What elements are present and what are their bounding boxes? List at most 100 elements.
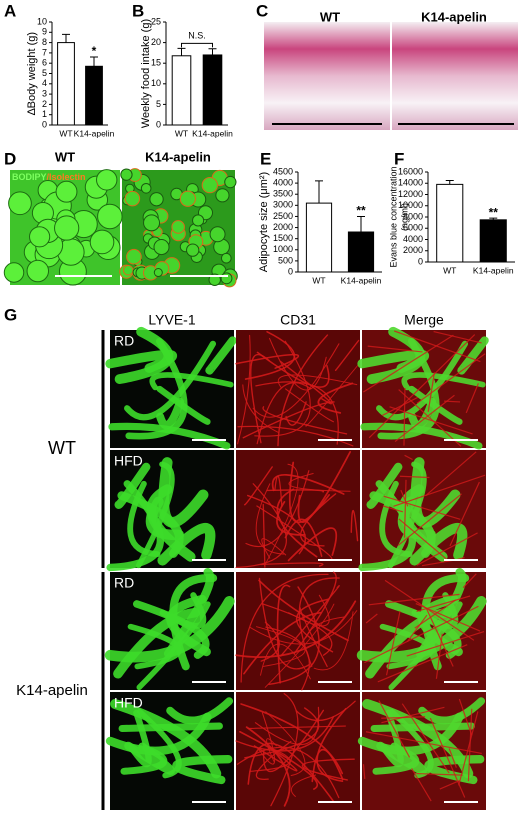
panel-label: E [260,149,271,168]
vessel [414,599,456,629]
vessel [377,337,440,440]
y-axis-label: Adipocyte size (μm²) [258,172,270,272]
vessel [384,579,475,641]
y-tick-label: 2 [42,99,47,109]
vessel [239,730,319,790]
vessel [163,568,215,658]
vessel [401,703,450,774]
vessel [262,603,333,656]
y-tick-label: 12000 [398,189,423,199]
vessel [365,613,378,624]
y-tick-label: 1 [42,109,47,119]
vessel [127,480,161,558]
vessel [383,495,461,520]
y-tick-label: 0 [42,119,47,129]
x-tick-label: K14-apelin [473,265,514,275]
vessel [255,381,339,445]
adipocyte [3,262,25,283]
adipocyte [153,239,170,256]
x-tick-label: WT [312,275,325,285]
vessel [377,644,468,683]
vessel [237,334,251,445]
vessel [408,385,463,425]
image-label: K14-apelin [145,149,211,164]
vessel [411,768,432,802]
vessel [249,610,358,645]
vessel [261,538,287,559]
y-tick-label: 6 [42,58,47,68]
error-bar [445,179,454,185]
vessel [370,722,475,733]
image-label: K14-apelin [421,9,487,24]
vessel [462,573,477,589]
bar [305,202,333,273]
vessel [253,745,298,772]
stain-label: BODIPY [12,172,47,182]
adipocyte [140,182,152,194]
bar [171,55,192,126]
y-tick-label: 14000 [398,178,423,188]
significance-label: ** [489,205,499,219]
vessel [379,480,413,558]
vessel [240,703,344,775]
vessel [277,334,329,447]
row-label: RD [114,575,134,591]
vessel [252,343,340,418]
vessel [311,748,344,783]
vessel [367,345,423,353]
y-axis-label: ∆Body weight (g) [26,32,38,115]
row-label: HFD [114,453,143,469]
vessel [298,577,340,667]
vessel [254,706,320,746]
vessel [247,725,347,730]
significance-label: N.S. [188,31,206,41]
vessel [415,568,467,658]
vessel [418,697,486,725]
adipocyte [179,190,196,207]
vessel [169,574,218,671]
vessel [244,330,296,380]
vessel [256,382,312,445]
vessel [235,483,287,569]
vessel [458,711,479,786]
vessel [285,388,334,423]
adipocyte [8,191,32,216]
vessel [158,457,209,528]
vessel [421,574,470,671]
vessel [266,738,277,762]
vessel [433,330,482,344]
vessel [110,699,222,779]
vessel [317,382,354,414]
vessel [365,731,482,755]
vessel [262,503,266,568]
vessel [363,334,454,393]
y-tick-label: 4500 [273,166,293,176]
vessel [254,340,311,437]
stain-label: BODIPY/Isolectin [12,172,86,182]
y-tick-label: 10 [37,16,47,26]
vessel [300,493,337,547]
significance-bracket [181,42,213,48]
bar [57,42,75,126]
vessel [256,505,333,561]
vessel [403,387,406,446]
vessel [316,707,347,783]
vessel [240,573,329,683]
vessel [258,577,310,670]
y-tick-label: 9 [42,27,47,37]
bar [202,54,223,126]
vessel [406,630,485,657]
vessel [114,326,174,384]
vessel [448,748,457,768]
vessel [399,475,430,479]
micrograph [236,692,360,810]
y-tick-label: 2500 [273,211,293,221]
group-label: WT [48,438,76,458]
x-tick-label: K14-apelin [74,128,115,138]
vessel [269,337,327,391]
vessel [416,595,471,613]
vessel [403,479,407,538]
y-tick-label: 10000 [398,200,423,210]
adipocyte [149,192,164,207]
vessel [146,484,196,562]
